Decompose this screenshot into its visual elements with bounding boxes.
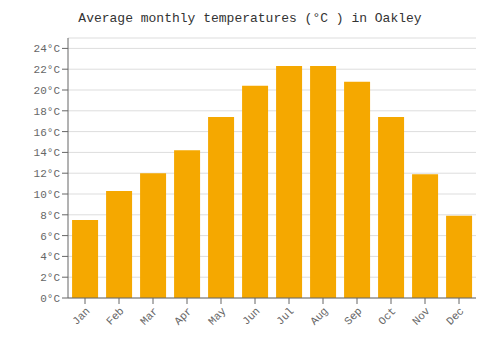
html-text:Average monthly temperatures (: Average monthly temperatures (°C ) in Oa… [78, 11, 422, 26]
svg-text:0°C: 0°C [40, 293, 60, 305]
svg-text:Mar: Mar [138, 305, 160, 327]
svg-text:14°C: 14°C [34, 147, 61, 159]
svg-text:May: May [206, 305, 229, 328]
svg-text:Feb: Feb [104, 305, 126, 327]
svg-text:22°C: 22°C [34, 64, 61, 76]
svg-text:20°C: 20°C [34, 85, 61, 97]
svg-text:Jan: Jan [70, 305, 92, 327]
svg-text:4°C: 4°C [40, 251, 60, 263]
svg-text:Aug: Aug [308, 305, 330, 327]
svg-text:8°C: 8°C [40, 210, 60, 222]
svg-text:Jul: Jul [274, 305, 296, 327]
svg-text:Apr: Apr [172, 305, 194, 327]
svg-text:Oct: Oct [376, 305, 398, 327]
svg-text:6°C: 6°C [40, 231, 60, 243]
svg-text:12°C: 12°C [34, 168, 61, 180]
svg-text:Dec: Dec [444, 305, 466, 327]
svg-text:2°C: 2°C [40, 272, 60, 284]
svg-text:24°C: 24°C [34, 43, 61, 55]
svg-text:Jun: Jun [240, 305, 262, 327]
svg-text:16°C: 16°C [34, 127, 61, 139]
svg-text:Nov: Nov [410, 305, 433, 328]
svg-text:18°C: 18°C [34, 106, 61, 118]
svg-text:Sep: Sep [342, 305, 364, 327]
svg-text:10°C: 10°C [34, 189, 61, 201]
